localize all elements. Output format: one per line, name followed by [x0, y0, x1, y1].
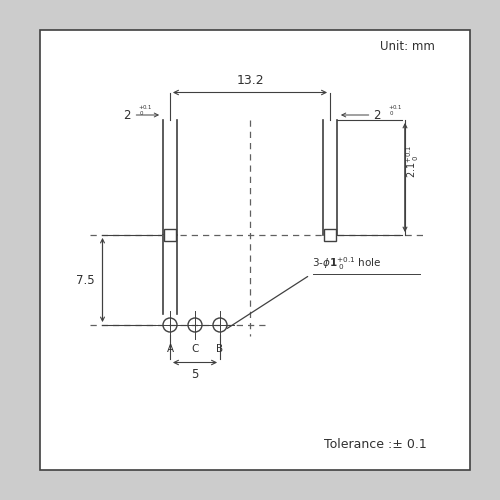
Text: 3-$\phi\mathbf{1}^{+0.1}_{\ 0}$ hole: 3-$\phi\mathbf{1}^{+0.1}_{\ 0}$ hole	[312, 256, 382, 272]
Text: $2$: $2$	[374, 108, 382, 122]
Text: $^{+0.1}_{\ 0}$: $^{+0.1}_{\ 0}$	[138, 104, 153, 118]
Text: $2$: $2$	[124, 108, 132, 122]
Bar	[164, 229, 176, 241]
Text: Tolerance :± 0.1: Tolerance :± 0.1	[324, 438, 426, 452]
Bar	[324, 229, 336, 241]
Text: A: A	[166, 344, 173, 354]
Text: 13.2: 13.2	[236, 74, 264, 86]
Text: C: C	[192, 344, 198, 354]
Bar	[40, 30, 470, 470]
Text: Unit: mm: Unit: mm	[380, 40, 435, 53]
Text: $^{+0.1}_{\ 0}$: $^{+0.1}_{\ 0}$	[388, 104, 403, 118]
Text: B: B	[216, 344, 224, 354]
Text: 5: 5	[192, 368, 198, 382]
Text: $2.1^{+0.1}_{\ 0}$: $2.1^{+0.1}_{\ 0}$	[404, 144, 421, 178]
Text: 7.5: 7.5	[76, 274, 95, 286]
